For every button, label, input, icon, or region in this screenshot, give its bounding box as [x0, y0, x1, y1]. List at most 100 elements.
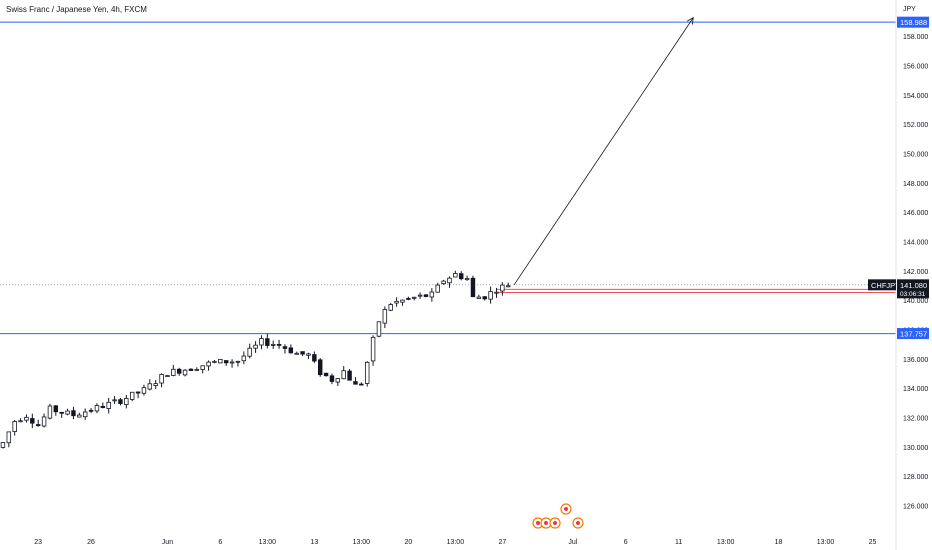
candle-up	[77, 412, 82, 418]
candle-body	[141, 387, 147, 394]
x-tick-label: 18	[775, 539, 783, 546]
candle-body	[65, 410, 70, 415]
y-tick-label: 130.000	[903, 445, 928, 452]
currency-label: JPY	[903, 6, 916, 13]
candle-up	[6, 431, 12, 448]
candle-up	[165, 375, 170, 377]
levels-layer	[0, 21, 896, 335]
y-tick-label: 134.000	[903, 386, 928, 393]
candle-body	[353, 381, 358, 385]
candle-up	[129, 391, 135, 402]
candle-body	[153, 383, 158, 386]
candle-up	[218, 358, 223, 364]
candle-down	[359, 382, 364, 386]
annotation-layer	[513, 16, 694, 529]
symbol-tag-text: CHFJPY	[871, 281, 900, 290]
symbol-tag-bg	[868, 279, 896, 291]
candle-body	[176, 368, 182, 374]
candle-body	[241, 355, 247, 362]
candle-up	[247, 343, 252, 359]
candle-body	[165, 375, 170, 377]
last-price-tag-text: 141.080	[900, 281, 927, 290]
y-tick-label: 126.000	[903, 504, 928, 511]
candle-body	[282, 346, 288, 349]
time-axis[interactable]: 23 26 Jun 6 13:00 13 13:00 20 13:00 27 Jul 6 11 13:00…	[34, 539, 876, 546]
candle-up	[159, 373, 164, 388]
x-tick-label: 26	[87, 539, 95, 546]
event-marker-icon[interactable]	[560, 503, 572, 515]
candle-body	[435, 284, 440, 293]
candle-down	[276, 339, 282, 349]
x-tick-label: 13:00	[447, 539, 465, 546]
candle-down	[482, 296, 487, 301]
candle-up	[453, 270, 458, 278]
candle-up	[417, 292, 423, 299]
candle-down	[288, 344, 294, 354]
candle-body	[182, 369, 188, 376]
candle-down	[282, 344, 288, 354]
event-marker-icon[interactable]	[532, 517, 544, 529]
y-tick-label: 132.000	[903, 416, 928, 423]
event-marker-icon[interactable]	[572, 517, 584, 529]
candle-down	[88, 408, 94, 414]
candle-body	[447, 277, 452, 284]
candle-up	[112, 396, 117, 405]
candle-up	[400, 299, 405, 306]
y-tick-label: 144.000	[903, 240, 928, 247]
event-marker-dot	[576, 521, 580, 525]
candle-body	[53, 405, 59, 413]
candle-down	[423, 294, 429, 298]
event-marker-dot	[553, 521, 557, 525]
candle-down	[30, 413, 35, 429]
candle-up	[200, 365, 205, 374]
candle-down	[458, 271, 464, 281]
candle-up	[212, 359, 217, 364]
candle-body	[376, 321, 382, 337]
candle-body	[6, 431, 12, 444]
candle-body	[147, 383, 153, 390]
x-tick-label: 25	[869, 539, 877, 546]
candle-up	[235, 360, 241, 367]
candle-down	[176, 367, 182, 376]
candle-up	[341, 366, 346, 380]
candle-body	[265, 338, 270, 346]
x-tick-label: 13:00	[817, 539, 835, 546]
candle-body	[488, 291, 493, 300]
candle-body	[317, 359, 323, 376]
candle-body	[506, 285, 511, 288]
candle-body	[218, 358, 223, 364]
candle-up	[411, 296, 417, 301]
candle-body	[194, 368, 200, 371]
x-tick-label: 20	[404, 539, 412, 546]
y-tick-label: 142.000	[903, 269, 928, 276]
candle-body	[24, 416, 29, 421]
candle-body	[0, 442, 6, 448]
event-marker-dot	[544, 521, 548, 525]
candle-body	[59, 411, 64, 414]
candle-body	[18, 420, 23, 423]
candle-body	[341, 370, 346, 380]
candle-up	[82, 408, 88, 421]
candle-up	[394, 297, 399, 307]
candle-up	[270, 340, 276, 349]
candle-up	[229, 359, 235, 368]
x-tick-label: 23	[34, 539, 42, 546]
candle-up	[488, 286, 493, 304]
candle-body	[200, 365, 205, 370]
candle-up	[306, 352, 311, 360]
candles-layer	[0, 270, 511, 449]
candle-down	[265, 333, 270, 349]
candle-body	[135, 391, 141, 394]
candle-body	[458, 273, 464, 280]
candle-up	[171, 364, 176, 377]
candle-up	[441, 279, 446, 285]
candle-body	[464, 278, 470, 281]
candle-body	[411, 296, 417, 299]
x-tick-label: 13	[310, 539, 318, 546]
event-marker-icon[interactable]	[549, 517, 561, 529]
candle-body	[188, 368, 194, 371]
candle-body	[476, 296, 482, 299]
candle-body	[400, 299, 405, 303]
level-tag: 158.988	[897, 16, 929, 28]
